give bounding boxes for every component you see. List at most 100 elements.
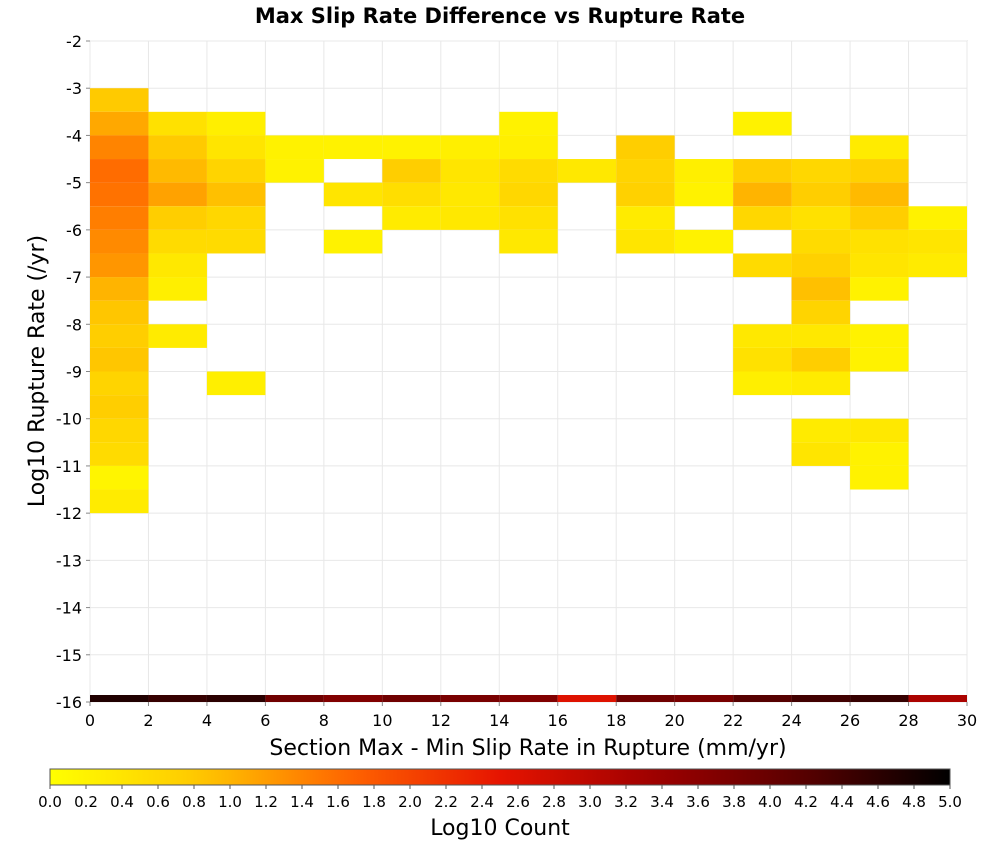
heatmap-cell: [90, 277, 149, 301]
y-tick-label: -6: [66, 221, 82, 240]
heatmap-cell: [674, 159, 734, 183]
x-tick-label: 4: [202, 711, 212, 730]
heatmap-cell: [733, 182, 792, 207]
y-tick-label: -2: [66, 32, 82, 51]
y-tick-label: -13: [56, 551, 82, 570]
heatmap-cell: [90, 300, 149, 325]
heatmap-cell: [908, 206, 967, 230]
heatmap-cell: [791, 229, 851, 254]
heatmap-cell: [90, 347, 149, 372]
heatmap-cell: [499, 229, 558, 254]
heatmap-cell: [733, 371, 792, 396]
heatmap-cell: [791, 324, 851, 348]
heatmap-cell: [440, 695, 500, 702]
heatmap-cell: [733, 159, 792, 183]
y-tick-label: -9: [66, 363, 82, 382]
heatmap-cell: [265, 159, 324, 183]
heatmap-cell: [850, 253, 909, 278]
heatmap-cell: [90, 695, 149, 702]
heatmap-cell: [733, 206, 792, 230]
heatmap-cell: [733, 253, 792, 278]
y-tick-label: -10: [56, 410, 82, 429]
colorbar-tick-label: 3.2: [614, 793, 638, 811]
heatmap-cell: [850, 182, 909, 207]
heatmap-cell: [440, 135, 500, 160]
heatmap-cell: [616, 159, 675, 183]
y-tick-label: -14: [56, 599, 82, 618]
y-axis-ticks: -2 -3 -4 -5 -6 -7 -8 -9 -10 -11 -12 -13 -14 -15 -16: [56, 32, 90, 712]
heatmap-cell: [791, 418, 851, 443]
heatmap-cell: [791, 695, 851, 702]
heatmap-cell: [850, 206, 909, 230]
colorbar-tick-label: 2.6: [506, 793, 530, 811]
heatmap-cell: [850, 442, 909, 466]
heatmap-cell: [733, 111, 792, 136]
heatmap-cell: [908, 253, 967, 278]
heatmap-cell: [791, 182, 851, 207]
heatmap-cell: [206, 206, 266, 230]
heatmap-cell: [557, 159, 617, 183]
heatmap-cell: [440, 159, 500, 183]
heatmap-cell: [90, 371, 149, 396]
heatmap-cell: [616, 182, 675, 207]
y-tick-label: -3: [66, 79, 82, 98]
y-tick-label: -5: [66, 174, 82, 193]
x-tick-label: 18: [606, 711, 626, 730]
heatmap-cell: [850, 277, 909, 301]
heatmap-cell: [791, 159, 851, 183]
heatmap-cell: [148, 206, 207, 230]
heatmap-cell: [90, 88, 149, 112]
x-axis-ticks: 0 2 4 6 8 10 12 14 16 18 20 22 24 26 28 30: [85, 702, 977, 730]
colorbar-tick-label: 3.8: [722, 793, 746, 811]
heatmap-cell: [90, 442, 149, 466]
heatmap-cell: [616, 206, 675, 230]
heatmap-cell: [90, 395, 149, 419]
colorbar-tick-label: 0.0: [38, 793, 62, 811]
heatmap-cell: [148, 324, 207, 348]
heatmap-cell: [791, 277, 851, 301]
colorbar-tick-label: 0.6: [146, 793, 170, 811]
heatmap-cell: [323, 229, 383, 254]
colorbar-tick-label: 0.4: [110, 793, 134, 811]
heatmap-cell: [499, 206, 558, 230]
heatmap-cell: [616, 135, 675, 160]
heatmap-cell: [90, 324, 149, 348]
heatmap-cell: [791, 371, 851, 396]
heatmap-cell: [206, 229, 266, 254]
heatmap-cell: [90, 135, 149, 160]
heatmap-cell: [90, 418, 149, 443]
x-tick-label: 26: [840, 711, 860, 730]
heatmap-cell: [148, 253, 207, 278]
colorbar-tick-label: 1.2: [254, 793, 278, 811]
colorbar-tick-label: 0.2: [74, 793, 98, 811]
heatmap-cell: [616, 229, 675, 254]
heatmap-cell: [90, 111, 149, 136]
heatmap-cell: [499, 135, 558, 160]
heatmap-cell: [850, 418, 909, 443]
heatmap-cell: [557, 695, 617, 702]
x-tick-label: 12: [431, 711, 451, 730]
heatmap-cell: [440, 182, 500, 207]
colorbar-tick-label: 1.6: [326, 793, 350, 811]
y-tick-label: -7: [66, 268, 82, 287]
x-tick-label: 8: [319, 711, 329, 730]
heatmap-cell: [733, 324, 792, 348]
heatmap-cell: [850, 695, 909, 702]
heatmap-cell: [850, 324, 909, 348]
colorbar-tick-label: 3.0: [578, 793, 602, 811]
y-axis-label: Log10 Rupture Rate (/yr): [25, 235, 50, 507]
heatmap-cell: [148, 229, 207, 254]
heatmap-cell: [206, 135, 266, 160]
colorbar-tick-label: 4.0: [758, 793, 782, 811]
heatmap-cell: [323, 695, 383, 702]
colorbar-tick-label: 1.4: [290, 793, 314, 811]
colorbar-tick-label: 4.8: [902, 793, 926, 811]
heatmap-cell: [850, 465, 909, 490]
heatmap-cell: [206, 159, 266, 183]
bottom-strip: [90, 695, 967, 702]
x-tick-label: 24: [781, 711, 801, 730]
x-tick-label: 22: [723, 711, 743, 730]
heatmap-cell: [791, 347, 851, 372]
heatmap-cell: [323, 135, 383, 160]
heatmap-cell: [382, 159, 441, 183]
